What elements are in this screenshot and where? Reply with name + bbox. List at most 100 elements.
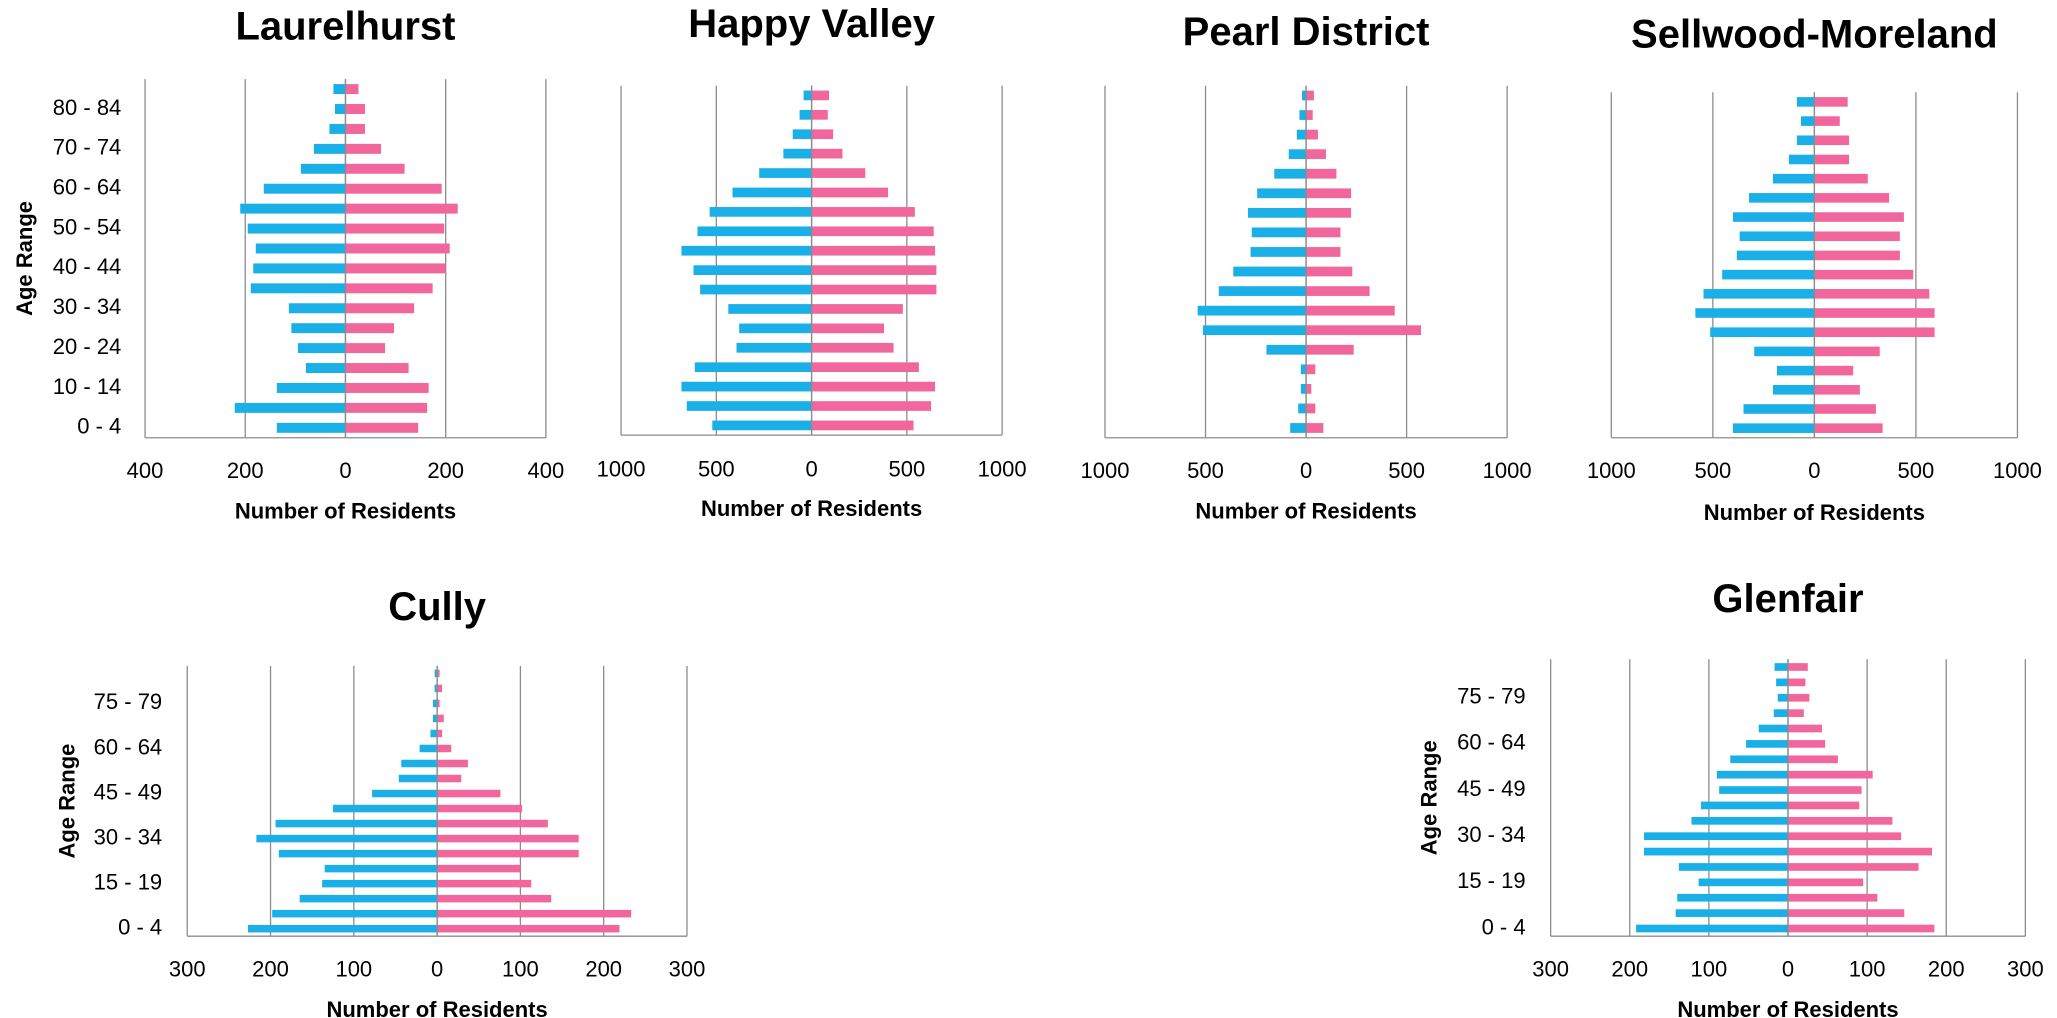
bar xyxy=(278,849,438,858)
bar xyxy=(1814,384,1860,395)
bar xyxy=(1788,893,1878,902)
bar xyxy=(345,183,442,194)
chart-title: Happy Valley xyxy=(688,2,936,46)
bar xyxy=(1788,909,1905,917)
bar xyxy=(1788,816,1893,825)
x-tick-label: 0 xyxy=(431,956,443,981)
bar xyxy=(1788,663,1808,671)
x-tick-label: 400 xyxy=(528,458,565,483)
bar xyxy=(694,362,812,373)
bar xyxy=(1772,384,1815,395)
bar xyxy=(275,819,438,828)
y-tick-label: 40 - 44 xyxy=(53,254,122,279)
bar xyxy=(276,422,346,433)
x-tick-label: 100 xyxy=(502,956,539,981)
bar xyxy=(1814,231,1900,242)
bar xyxy=(299,894,438,903)
y-tick-label: 45 - 49 xyxy=(94,779,163,804)
bar xyxy=(1736,250,1815,261)
bar xyxy=(792,129,812,140)
bar xyxy=(1754,346,1815,357)
bar xyxy=(1796,97,1815,107)
bar xyxy=(437,864,521,873)
bar xyxy=(1814,404,1876,414)
bar xyxy=(1777,693,1789,702)
bar xyxy=(372,789,438,798)
x-tick-label: 300 xyxy=(169,956,206,981)
bar xyxy=(1257,188,1307,199)
bar xyxy=(253,263,346,274)
bar xyxy=(1644,832,1789,841)
bar xyxy=(437,879,532,888)
bar xyxy=(345,382,429,393)
bar xyxy=(234,402,346,413)
bar xyxy=(1800,116,1815,126)
bar xyxy=(1788,755,1838,764)
bar xyxy=(1788,924,1935,933)
y-axis-label: Age Range xyxy=(54,744,79,859)
bar xyxy=(1788,709,1804,717)
bar xyxy=(811,245,936,256)
bar xyxy=(1274,168,1307,179)
bar xyxy=(1306,266,1353,277)
bar xyxy=(432,699,438,708)
bar xyxy=(1698,878,1789,887)
bar xyxy=(324,864,438,873)
bar xyxy=(437,759,468,768)
x-tick-label: 200 xyxy=(252,956,289,981)
bar xyxy=(437,774,462,783)
x-tick-label: 200 xyxy=(227,458,264,483)
bar xyxy=(728,304,812,314)
bar xyxy=(1306,90,1314,101)
bar xyxy=(276,382,346,393)
bar xyxy=(345,263,446,274)
bar xyxy=(247,223,346,234)
x-tick-label: 200 xyxy=(1928,956,1965,981)
bar xyxy=(732,187,812,198)
bar xyxy=(799,109,812,120)
bar xyxy=(1306,364,1316,375)
bar xyxy=(313,143,346,154)
x-tick-label: 1000 xyxy=(978,457,1027,482)
bar xyxy=(437,834,579,843)
bar xyxy=(681,245,812,256)
bar xyxy=(1788,832,1902,841)
bar xyxy=(345,123,366,134)
y-axis-label: Age Range xyxy=(12,201,37,316)
bar xyxy=(272,909,438,918)
bar xyxy=(811,148,843,159)
bar xyxy=(1814,365,1854,376)
bar xyxy=(1288,149,1307,160)
x-tick-label: 200 xyxy=(585,956,622,981)
bar xyxy=(811,401,932,411)
bar xyxy=(1250,247,1307,257)
x-tick-label: 1000 xyxy=(1993,458,2042,483)
y-tick-label: 10 - 14 xyxy=(53,374,122,399)
y-tick-label: 0 - 4 xyxy=(118,915,162,940)
chart-title: Cully xyxy=(388,585,487,629)
bar xyxy=(437,714,444,723)
bar xyxy=(1732,423,1815,433)
y-tick-label: 60 - 64 xyxy=(94,734,163,759)
bar xyxy=(437,819,548,828)
x-axis-label: Number of Residents xyxy=(235,499,456,524)
bar xyxy=(803,90,812,101)
bar xyxy=(329,123,346,134)
bar xyxy=(398,774,438,783)
bar xyxy=(811,226,934,237)
bar xyxy=(345,203,458,214)
bar xyxy=(434,684,438,693)
bar xyxy=(811,129,834,140)
bar xyxy=(811,207,915,217)
bar xyxy=(434,669,438,678)
bar xyxy=(1732,212,1815,222)
x-tick-label: 300 xyxy=(1532,956,1569,981)
bar xyxy=(1814,327,1935,338)
y-tick-label: 30 - 34 xyxy=(53,294,122,319)
pyramid-chart: Laurelhurst 400 200 0 200 400 Number of Reside… xyxy=(12,5,564,524)
pyramid-chart: Sellwood-Moreland 1000 500 0 500 1000 Number o… xyxy=(1587,12,2042,525)
x-tick-label: 0 xyxy=(1300,458,1312,483)
chart-title: Pearl District xyxy=(1183,10,1430,54)
bar xyxy=(811,304,903,314)
bar xyxy=(437,924,620,933)
